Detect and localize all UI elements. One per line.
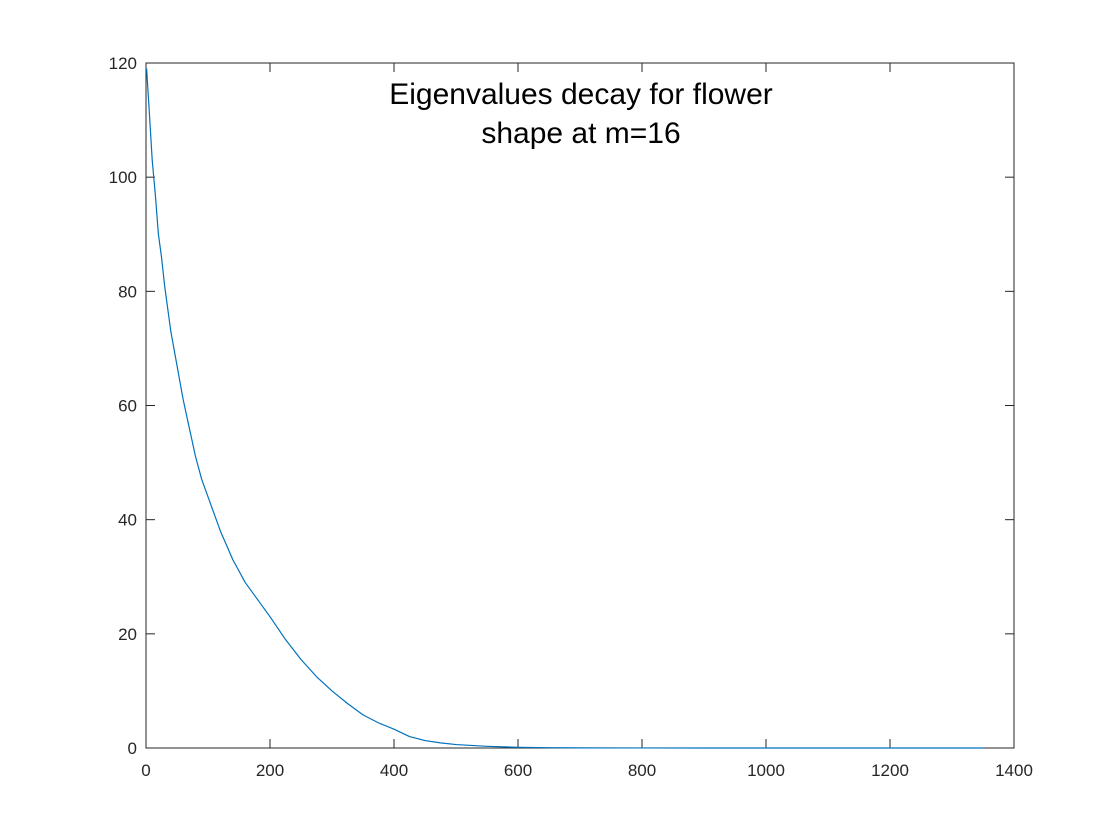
- y-tick-label: 60: [118, 397, 137, 416]
- y-tick-label: 20: [118, 625, 137, 644]
- x-tick-label: 400: [380, 761, 408, 780]
- y-tick-label: 40: [118, 511, 137, 530]
- eigenvalue-series-line: [146, 68, 983, 749]
- x-tick-label: 1400: [995, 761, 1033, 780]
- y-tick-label: 120: [109, 54, 137, 73]
- y-tick-label: 80: [118, 282, 137, 301]
- x-tick-label: 0: [141, 761, 150, 780]
- plot-area: [145, 62, 1015, 749]
- x-tick-label: 200: [256, 761, 284, 780]
- axis-tick-labels: 0 200 400 600 800 1000 1200 1400 0 20 40 60 80 100 120: [109, 54, 1033, 780]
- chart-title-line-1: Eigenvalues decay for flower: [389, 78, 773, 111]
- series-layer: [146, 68, 983, 749]
- axis-ticks: [145, 62, 1015, 749]
- y-tick-label: 100: [109, 168, 137, 187]
- x-tick-label: 1000: [747, 761, 785, 780]
- y-tick-label: 0: [128, 739, 137, 758]
- x-tick-label: 1200: [871, 761, 909, 780]
- x-tick-label: 600: [504, 761, 532, 780]
- chart-title-line-2: shape at m=16: [481, 117, 680, 150]
- x-tick-label: 800: [628, 761, 656, 780]
